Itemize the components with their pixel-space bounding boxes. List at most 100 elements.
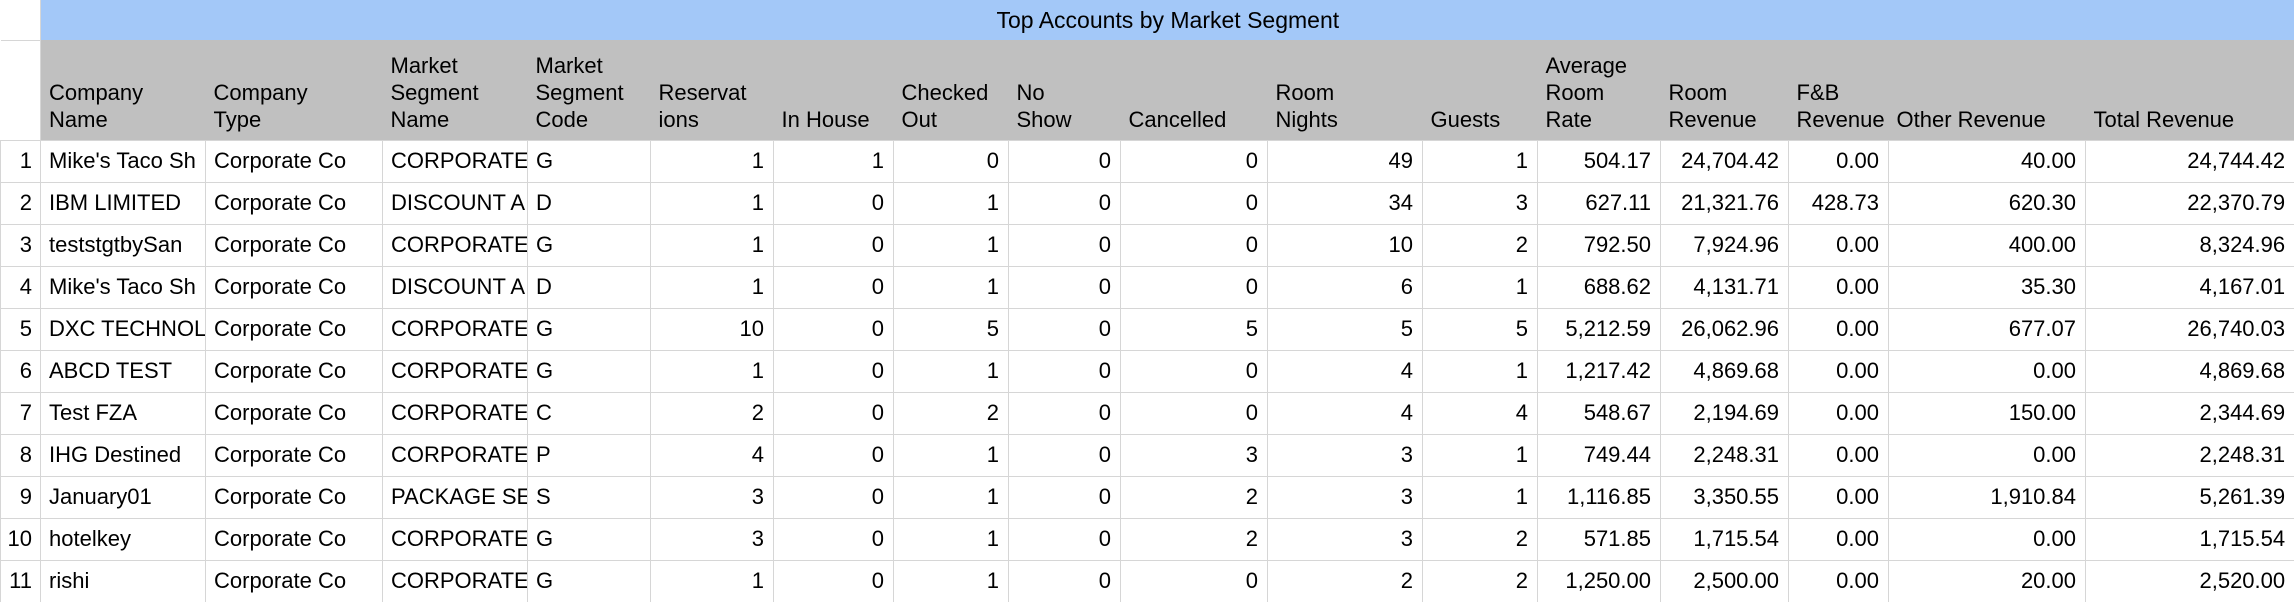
cell[interactable]: CORPORATE <box>382 307 528 351</box>
cell[interactable]: CORPORATE <box>382 559 528 602</box>
cell[interactable]: 1 <box>893 181 1009 225</box>
cell[interactable]: 4,131.71 <box>1660 265 1789 309</box>
cell[interactable]: 24,744.42 <box>2084 139 2294 183</box>
cell[interactable]: 0 <box>773 517 894 561</box>
corner-cell[interactable] <box>0 0 41 41</box>
cell[interactable]: CORPORATE <box>382 433 528 477</box>
cell[interactable]: 0 <box>1120 223 1268 267</box>
cell[interactable]: 0 <box>773 349 894 393</box>
row-number[interactable]: 9 <box>0 475 41 519</box>
column-header[interactable]: Total Revenue <box>2085 40 2294 140</box>
cell[interactable]: 620.30 <box>1888 181 2086 225</box>
cell[interactable]: 0 <box>773 559 894 602</box>
cell[interactable]: 3 <box>650 517 774 561</box>
cell[interactable]: 49 <box>1267 139 1423 183</box>
cell[interactable]: Test FZA <box>40 391 206 435</box>
cell[interactable]: 5 <box>1422 307 1538 351</box>
cell[interactable]: 0.00 <box>1888 349 2086 393</box>
cell[interactable]: 0 <box>1120 559 1268 602</box>
cell[interactable]: 150.00 <box>1888 391 2086 435</box>
cell[interactable]: 0 <box>1120 265 1268 309</box>
cell[interactable]: 4,869.68 <box>2084 349 2294 393</box>
cell[interactable]: 1 <box>1422 139 1538 183</box>
cell[interactable]: 2 <box>1120 475 1268 519</box>
cell[interactable]: D <box>527 181 651 225</box>
cell[interactable]: 3 <box>1267 475 1423 519</box>
cell[interactable]: 10 <box>1267 223 1423 267</box>
cell[interactable]: 4 <box>1422 391 1538 435</box>
cell[interactable]: 548.67 <box>1537 391 1661 435</box>
cell[interactable]: January01 <box>40 475 206 519</box>
cell[interactable]: 2 <box>1422 223 1538 267</box>
cell[interactable]: 0 <box>773 433 894 477</box>
cell[interactable]: 2 <box>1422 517 1538 561</box>
column-header[interactable]: Other Revenue <box>1888 40 2086 140</box>
cell[interactable]: 3 <box>1120 433 1268 477</box>
cell[interactable]: 5 <box>893 307 1009 351</box>
cell[interactable]: 2 <box>1422 559 1538 602</box>
cell[interactable]: Corporate Co <box>205 307 383 351</box>
cell[interactable]: G <box>527 349 651 393</box>
cell[interactable]: 627.11 <box>1537 181 1661 225</box>
cell[interactable]: 10 <box>650 307 774 351</box>
cell[interactable]: 0 <box>1008 559 1121 602</box>
cell[interactable]: 1 <box>650 223 774 267</box>
cell[interactable]: 0.00 <box>1788 223 1889 267</box>
cell[interactable]: 1 <box>893 265 1009 309</box>
cell[interactable]: 4 <box>1267 349 1423 393</box>
cell[interactable]: 0.00 <box>1788 349 1889 393</box>
cell[interactable]: 2,520.00 <box>2084 559 2294 602</box>
cell[interactable]: 0 <box>773 475 894 519</box>
cell[interactable]: 40.00 <box>1888 139 2086 183</box>
cell[interactable]: 1,250.00 <box>1537 559 1661 602</box>
cell[interactable]: D <box>527 265 651 309</box>
cell[interactable]: CORPORATE <box>382 391 528 435</box>
cell[interactable]: 0 <box>1120 349 1268 393</box>
cell[interactable]: 677.07 <box>1888 307 2086 351</box>
cell[interactable]: 4,869.68 <box>1660 349 1789 393</box>
cell[interactable]: DISCOUNT A <box>382 181 528 225</box>
column-header[interactable]: Company Name <box>40 40 206 140</box>
cell[interactable]: 34 <box>1267 181 1423 225</box>
cell[interactable]: 4 <box>650 433 774 477</box>
cell[interactable]: 8,324.96 <box>2084 223 2294 267</box>
column-header[interactable]: Room Nights <box>1267 40 1423 140</box>
column-header[interactable]: F&B Revenue <box>1788 40 1889 140</box>
cell[interactable]: 22,370.79 <box>2084 181 2294 225</box>
row-number[interactable]: 3 <box>0 223 41 267</box>
cell[interactable]: 1 <box>893 223 1009 267</box>
cell[interactable]: 0 <box>1008 391 1121 435</box>
cell[interactable]: 2 <box>1267 559 1423 602</box>
cell[interactable]: 0 <box>1008 181 1121 225</box>
cell[interactable]: 2 <box>650 391 774 435</box>
column-header[interactable]: Market Segment Code <box>527 40 651 140</box>
cell[interactable]: 0 <box>1120 391 1268 435</box>
cell[interactable]: ABCD TEST <box>40 349 206 393</box>
cell[interactable]: 2,500.00 <box>1660 559 1789 602</box>
cell[interactable]: 0 <box>1008 517 1121 561</box>
cell[interactable]: 5 <box>1120 307 1268 351</box>
cell[interactable]: 0 <box>773 181 894 225</box>
cell[interactable]: 24,704.42 <box>1660 139 1789 183</box>
cell[interactable]: rishi <box>40 559 206 602</box>
row-number[interactable]: 4 <box>0 265 41 309</box>
cell[interactable]: 2,248.31 <box>1660 433 1789 477</box>
cell[interactable]: Corporate Co <box>205 433 383 477</box>
cell[interactable]: 0.00 <box>1788 475 1889 519</box>
cell[interactable]: CORPORATE <box>382 223 528 267</box>
cell[interactable]: 1,217.42 <box>1537 349 1661 393</box>
cell[interactable]: 0 <box>1008 475 1121 519</box>
cell[interactable]: hotelkey <box>40 517 206 561</box>
column-header[interactable]: Cancelled <box>1120 40 1268 140</box>
cell[interactable]: 0.00 <box>1788 517 1889 561</box>
cell[interactable]: 1 <box>650 349 774 393</box>
cell[interactable]: Corporate Co <box>205 265 383 309</box>
cell[interactable]: 0 <box>1008 139 1121 183</box>
cell[interactable]: 0 <box>1120 139 1268 183</box>
cell[interactable]: 0.00 <box>1788 559 1889 602</box>
cell[interactable]: 0 <box>773 223 894 267</box>
cell[interactable]: G <box>527 139 651 183</box>
cell[interactable]: 0 <box>1008 433 1121 477</box>
cell[interactable]: 1 <box>650 265 774 309</box>
cell[interactable]: 0.00 <box>1788 139 1889 183</box>
